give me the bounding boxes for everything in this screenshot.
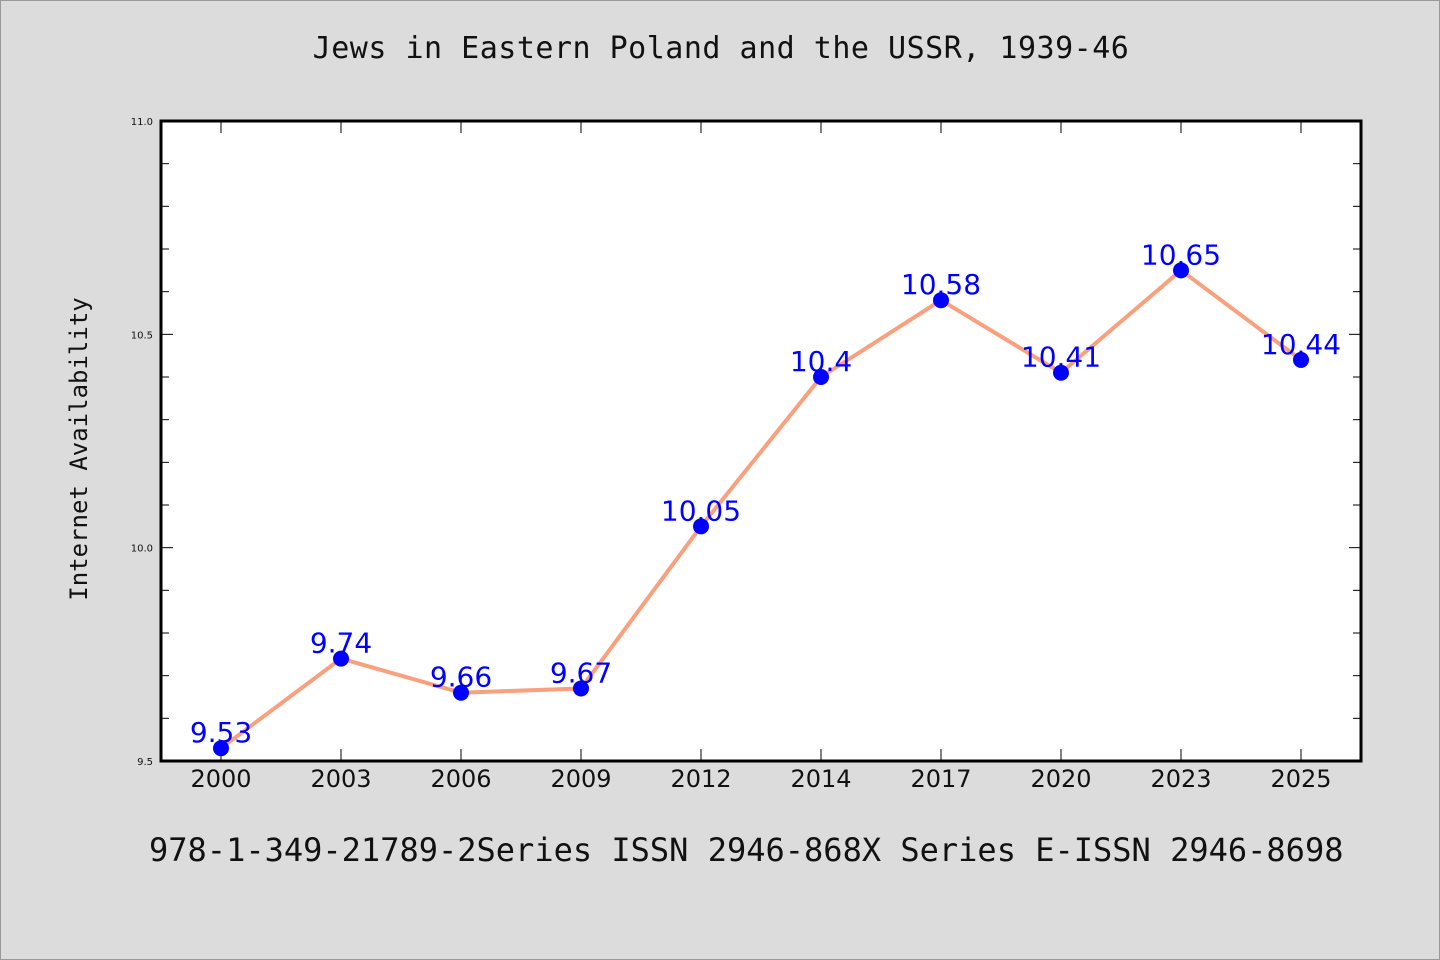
data-point: [1173, 262, 1189, 279]
x-tick-label: 2009: [550, 765, 611, 793]
y-tick-label: 10.5: [131, 330, 153, 341]
x-tick-label: 2000: [190, 765, 251, 793]
data-label: 10.44: [1261, 328, 1341, 361]
data-label: 9.53: [190, 716, 252, 749]
data-point: [813, 369, 829, 385]
data-point: [933, 292, 949, 309]
data-point: [573, 680, 589, 697]
data-point: [453, 684, 469, 701]
y-axis: 9.5 10.0 10.5 11.0: [131, 117, 1361, 768]
y-tick-label: 11.0: [131, 117, 153, 128]
data-label: 10.05: [661, 494, 741, 527]
x-tick-label: 2003: [310, 765, 371, 793]
x-tick-label: 2020: [1030, 765, 1091, 793]
x-tick-label: 2017: [910, 765, 971, 793]
data-label: 10.4: [790, 345, 852, 378]
plot-area: [159, 119, 1363, 763]
data-point: [1293, 351, 1309, 368]
chart-title: Jews in Eastern Poland and the USSR, 193…: [312, 31, 1130, 66]
x-tick-label: 2012: [670, 765, 731, 793]
data-point: [1053, 364, 1069, 381]
data-label: 10.58: [901, 268, 981, 301]
y-tick-label: 10.0: [131, 544, 153, 555]
data-point: [333, 650, 349, 667]
data-label: 9.66: [430, 661, 492, 694]
y-axis-title: Internet Availability: [65, 297, 93, 600]
x-tick-label: 2023: [1150, 765, 1211, 793]
data-label: 10.41: [1021, 341, 1101, 374]
data-labels: 9.53 9.74 9.66 9.67 10.05 10.4 10.58 10.41 10.65…: [190, 238, 1341, 749]
x-axis: 2000 2003 2006 2009 2012 2014 2017 2020 2023 2025: [190, 121, 1332, 793]
data-label: 10.65: [1141, 238, 1221, 271]
data-point: [693, 518, 709, 535]
x-tick-label: 2014: [790, 765, 851, 793]
y-tick-label: 9.5: [137, 757, 153, 768]
series-group: [213, 262, 1309, 757]
data-point: [213, 740, 229, 757]
x-tick-label: 2006: [430, 765, 491, 793]
series-line: [219, 268, 1303, 751]
footer-text: 978-1-349-21789-2Series ISSN 2946-868X S…: [149, 831, 1344, 869]
x-tick-label: 2025: [1270, 765, 1331, 793]
data-label: 9.74: [310, 627, 372, 660]
data-label: 9.67: [550, 656, 612, 689]
